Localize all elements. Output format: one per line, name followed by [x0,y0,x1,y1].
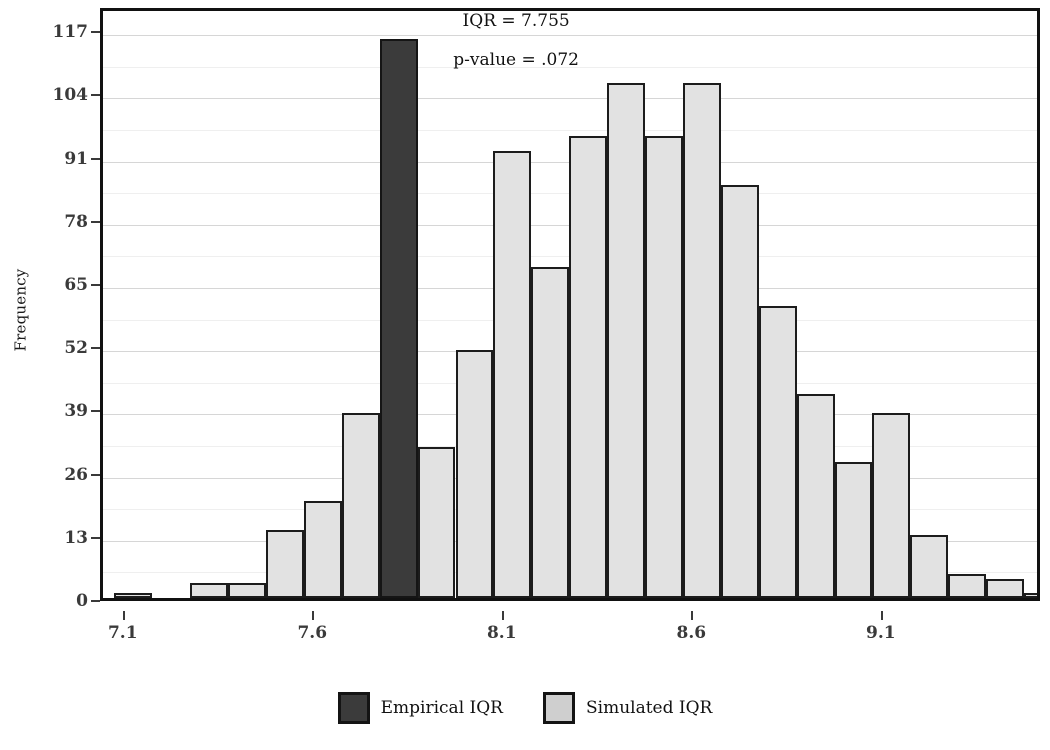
gridline-major [103,98,1037,100]
y-axis-title: Frequency [0,0,40,620]
x-tick-mark [880,611,883,620]
histogram-bar [190,583,229,598]
legend-swatch [337,692,370,724]
histogram-bar [1024,593,1037,598]
y-tick-label: 13 [64,527,88,548]
x-tick-label: 8.1 [486,623,517,643]
y-tick-mark [91,536,100,539]
pvalue-annotation: p-value = .072 [453,49,579,70]
histogram-bar [948,573,987,598]
y-tick-label: 65 [64,275,88,296]
y-tick-mark [91,410,100,413]
y-tick-label: 26 [64,464,88,485]
histogram-bar [645,136,683,598]
y-tick-label: 117 [52,22,89,43]
histogram-bar [796,393,835,598]
gridline-minor [103,66,1037,68]
y-tick-mark [91,284,100,287]
y-tick-mark [91,94,100,97]
x-tick-label: 7.6 [297,623,328,643]
y-tick-mark [91,600,100,602]
legend-entry: Simulated IQR [543,692,712,724]
y-tick-label: 78 [64,211,88,232]
y-tick-mark [91,31,100,34]
legend-label: Simulated IQR [586,698,713,718]
y-tick-mark [91,347,100,350]
histogram-bar [493,150,532,598]
y-tick-label: 104 [52,85,89,106]
x-tick-mark [312,611,315,620]
iqr-annotation: IQR = 7.755 [462,10,570,31]
histogram-bar [379,39,418,598]
histogram-bar [531,267,570,598]
y-axis-title-text: Frequency [11,268,29,352]
x-tick-mark [501,611,504,620]
y-axis-ticks: 0 13 26 39 52 65 78 91 104 117 [38,0,100,750]
histogram-bar [341,413,380,598]
y-tick-label: 39 [64,401,88,422]
x-tick-label: 7.1 [107,623,138,643]
histogram-bar [872,413,911,598]
y-tick-label: 0 [76,591,88,611]
histogram-bar [417,447,456,598]
legend: Empirical IQR Simulated IQR [0,683,1050,733]
y-tick-mark [91,473,100,476]
gridline-major [103,35,1037,37]
histogram-bar [720,184,759,598]
x-tick-mark [691,611,694,620]
histogram-bar [569,136,608,598]
histogram-bar [607,82,645,598]
histogram-bar [303,500,342,598]
legend-swatch [543,692,575,724]
annotations: IQR = 7.755 p-value = .072 [103,11,1037,598]
bars [103,11,1037,598]
histogram-bar [455,350,494,598]
x-axis-ticks: 7.1 7.6 8.1 8.6 9.1 [100,601,1040,661]
histogram-bar [834,461,873,598]
histogram-bar [910,534,949,598]
x-tick-label: 8.6 [676,623,707,643]
x-tick-label: 9.1 [866,623,896,643]
plot-panel: IQR = 7.755 p-value = .072 [100,8,1040,601]
legend-entry: Empirical IQR [337,692,503,724]
y-tick-mark [91,157,100,160]
y-tick-label: 91 [64,148,88,169]
histogram-bar [758,306,797,598]
histogram-bar [114,593,153,598]
gridline-minor [103,130,1037,132]
histogram-bar [265,529,304,598]
y-tick-label: 52 [64,338,88,359]
legend-label: Empirical IQR [380,698,503,718]
histogram-bar [986,578,1025,598]
histogram-bar [228,583,266,598]
y-tick-mark [91,220,100,223]
histogram-bar [682,82,721,598]
x-tick-mark [122,611,125,620]
